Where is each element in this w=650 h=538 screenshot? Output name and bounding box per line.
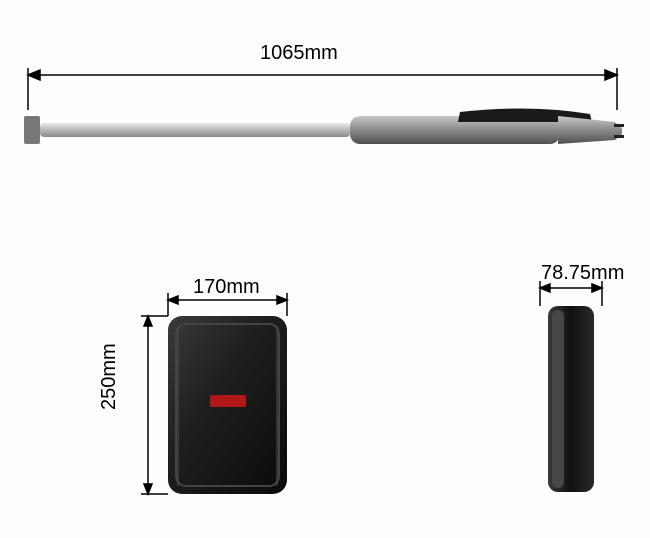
overall-length-dimension [28, 68, 617, 110]
box-height-dimension [141, 316, 168, 494]
control-box-front [168, 316, 287, 494]
box-width-dimension [168, 293, 287, 316]
control-box-side [548, 306, 594, 492]
dimension-drawing [0, 0, 650, 538]
actuator-arm [24, 108, 624, 144]
brand-badge [210, 395, 246, 407]
box-depth-dimension [540, 281, 602, 306]
